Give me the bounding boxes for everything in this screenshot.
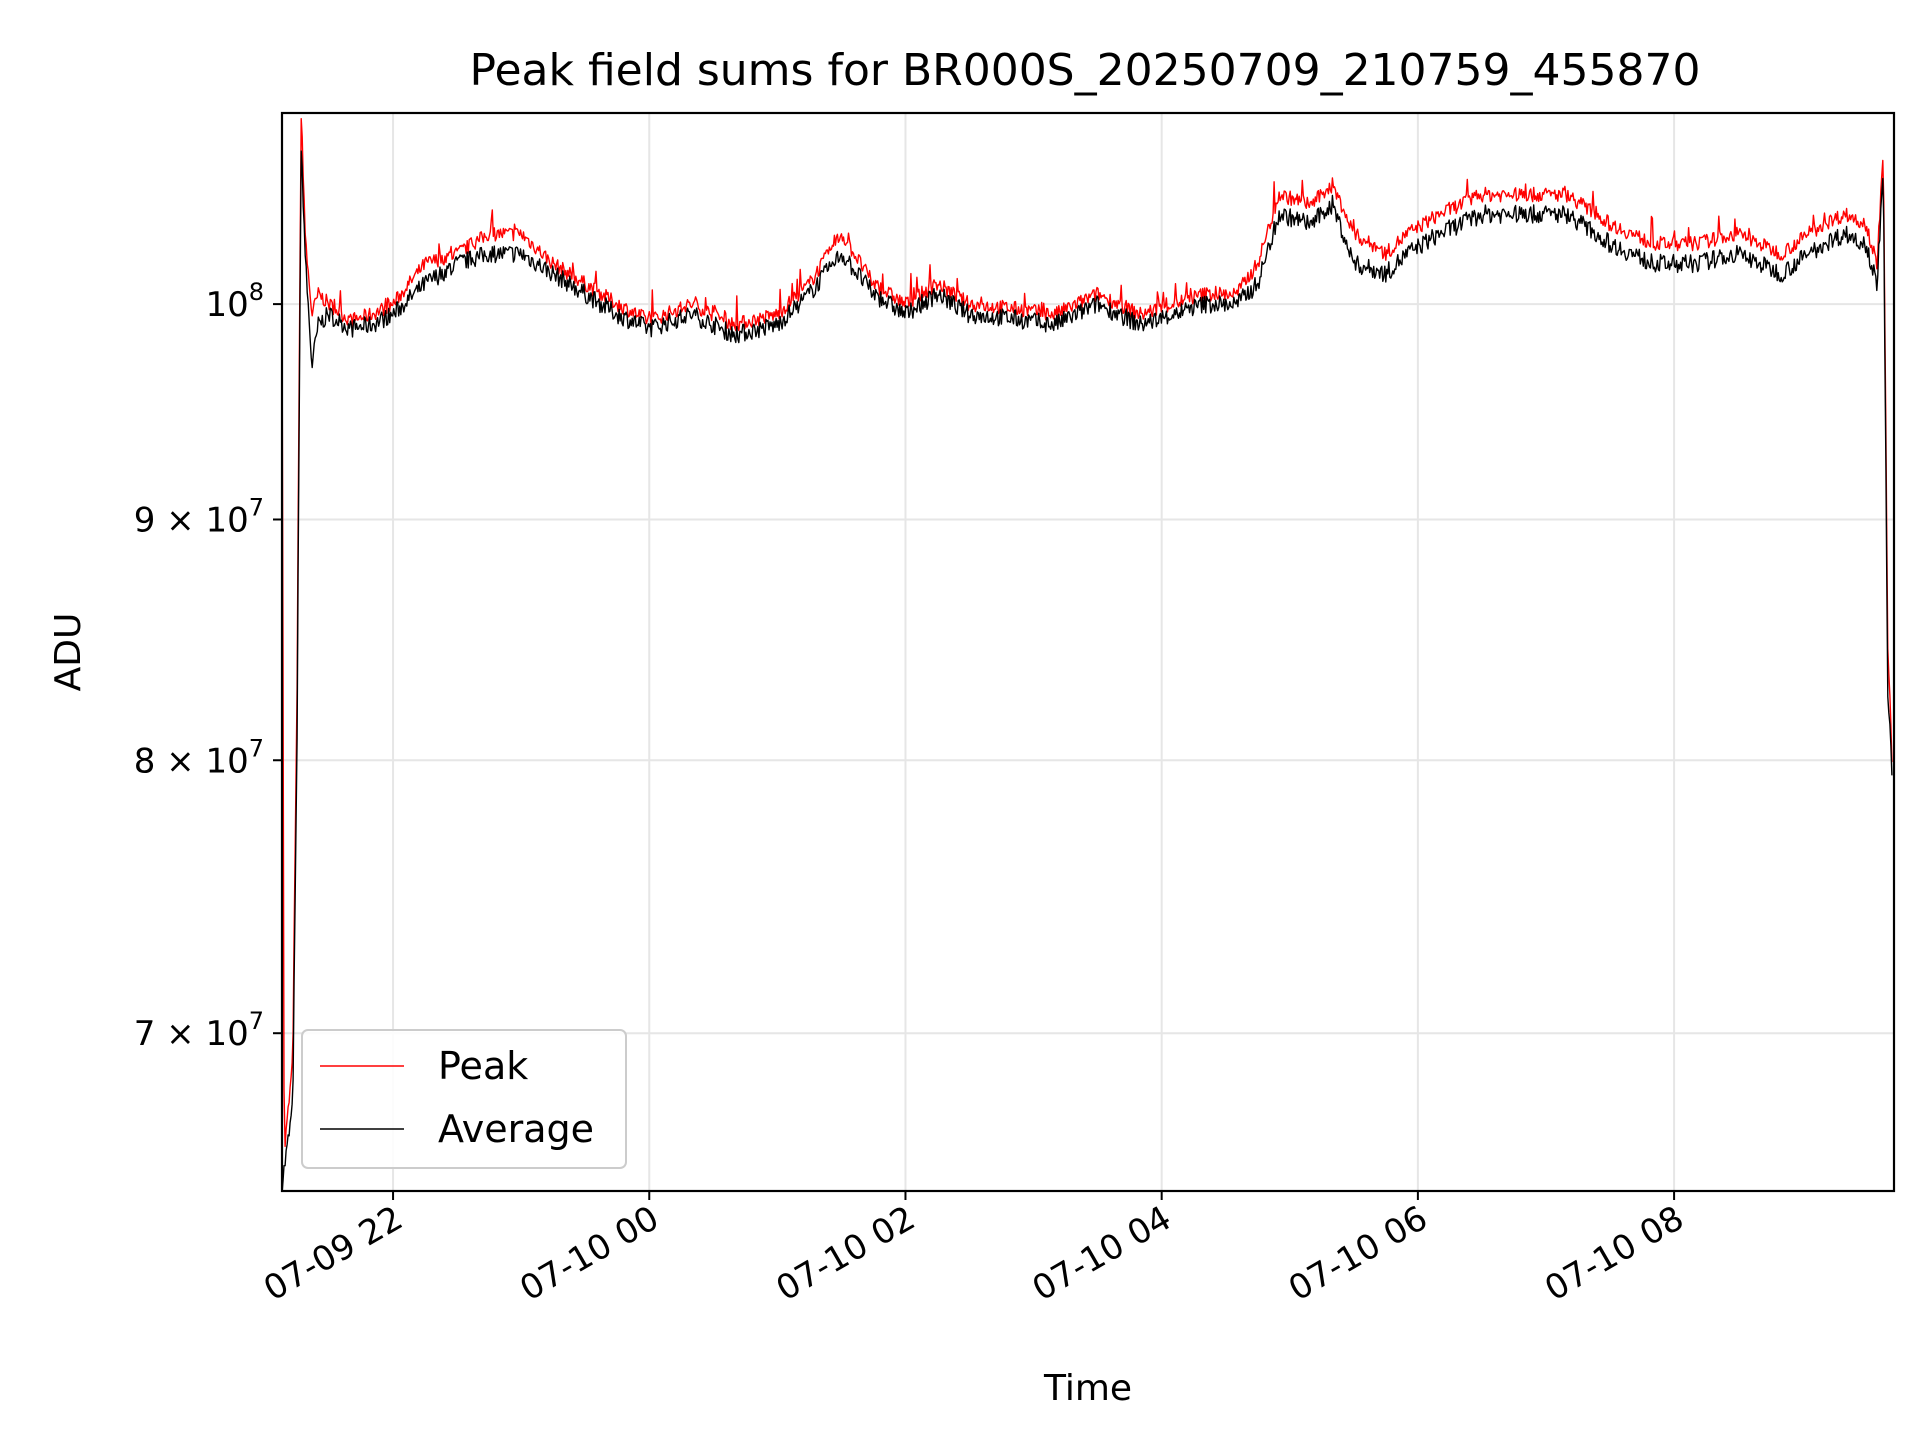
y-tick-label: 9 × 107 xyxy=(134,493,264,540)
y-axis-label: ADU xyxy=(48,613,89,692)
y-tick-label: 7 × 107 xyxy=(134,1007,264,1054)
legend-peak-label: Peak xyxy=(438,1044,528,1088)
legend: Peak Average xyxy=(301,1029,627,1169)
y-tick-label: 8 × 107 xyxy=(134,734,264,781)
chart-title: Peak field sums for BR000S_20250709_2107… xyxy=(469,45,1700,96)
x-axis-label: Time xyxy=(1043,1368,1132,1409)
legend-box xyxy=(301,1029,627,1169)
series-line-average xyxy=(282,150,1893,1191)
series-line-peak xyxy=(282,117,1893,1148)
plot-frame xyxy=(280,111,1896,1193)
legend-average-label: Average xyxy=(438,1107,594,1151)
plot-area xyxy=(282,117,1893,1191)
y-axis: 7 × 107 8 × 107 9 × 107 108 xyxy=(134,278,282,1054)
y-tick-label: 108 xyxy=(205,278,264,325)
series-group xyxy=(282,117,1893,1191)
grid xyxy=(282,113,1894,1191)
